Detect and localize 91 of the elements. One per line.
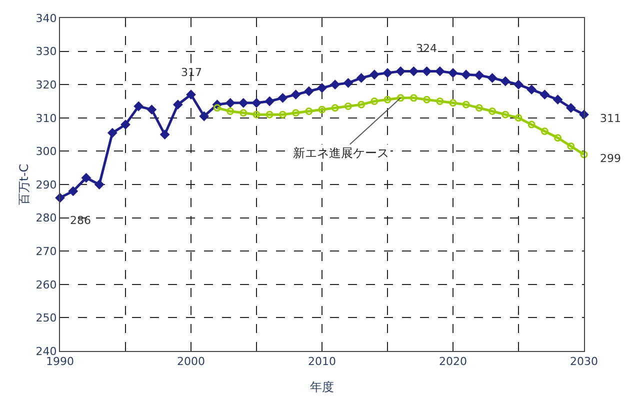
y-tick-label: 330 (36, 45, 57, 58)
x-tick-label: 2030 (570, 355, 598, 368)
point (344, 102, 352, 110)
point (370, 70, 380, 80)
point (94, 180, 104, 190)
y-tick-label: 340 (36, 12, 57, 25)
y-tick-label: 240 (36, 344, 57, 358)
point (514, 114, 522, 122)
point (382, 68, 392, 78)
point (238, 98, 248, 108)
point (358, 100, 366, 108)
x-tick-label: 2000 (177, 355, 205, 368)
point (567, 142, 575, 150)
point (252, 110, 260, 118)
y-tick-label: 320 (36, 78, 57, 92)
point (422, 66, 432, 76)
point (186, 90, 196, 100)
y-tick-label: 270 (36, 244, 57, 258)
data-label: 311 (600, 112, 621, 125)
point (278, 110, 286, 118)
point (292, 109, 300, 117)
point (317, 83, 327, 93)
point (356, 73, 366, 83)
point (147, 104, 156, 114)
y-tick-label: 250 (36, 312, 57, 325)
point (436, 98, 444, 105)
point (173, 100, 183, 110)
point (461, 70, 471, 80)
point (134, 102, 144, 111)
point (226, 98, 235, 108)
x-axis-title: 年度 (310, 380, 334, 394)
point (500, 76, 510, 86)
point (540, 90, 550, 100)
point (330, 80, 340, 90)
point (331, 104, 339, 112)
point (264, 96, 274, 106)
data-label: 299 (600, 152, 621, 165)
y-tick-label: 260 (36, 278, 57, 292)
point (514, 80, 524, 90)
point (370, 98, 378, 105)
text: 新エネ進展ケース (293, 146, 389, 160)
data-label: 324 (416, 42, 437, 55)
point (278, 93, 288, 103)
point (462, 100, 470, 108)
y-tick-label: 290 (36, 178, 57, 192)
y-axis-title: 百万t-C (17, 164, 32, 206)
point (409, 66, 418, 76)
point (410, 94, 418, 102)
point (540, 127, 548, 135)
point (449, 99, 457, 107)
point (528, 120, 536, 128)
point (266, 110, 274, 118)
point (344, 78, 353, 88)
point (199, 112, 209, 121)
point (580, 150, 588, 158)
point (488, 73, 497, 83)
point (396, 94, 404, 102)
point (304, 86, 314, 96)
point (566, 103, 576, 113)
point (554, 134, 562, 142)
point (240, 109, 248, 117)
point (108, 128, 118, 138)
point (82, 173, 91, 182)
point (305, 107, 313, 115)
point (68, 186, 78, 196)
point (318, 106, 326, 114)
point (488, 107, 496, 115)
point (252, 98, 262, 108)
point (448, 68, 458, 78)
point (474, 70, 484, 80)
data-label: 317 (181, 66, 202, 79)
data-label: 286 (70, 214, 91, 227)
point (396, 66, 406, 76)
y-tick-label: 280 (36, 212, 57, 225)
point (213, 104, 221, 112)
y-tick-label: 310 (36, 112, 57, 125)
y-tick-label: 300 (36, 145, 57, 158)
point (384, 96, 392, 104)
point (423, 96, 431, 104)
point (502, 110, 510, 118)
point (120, 120, 130, 130)
point (526, 84, 536, 94)
point (475, 104, 483, 112)
x-tick-label: 1990 (46, 355, 74, 368)
point (160, 130, 170, 140)
point (553, 94, 562, 104)
point (435, 66, 445, 76)
x-tick-label: 2010 (308, 355, 336, 368)
x-tick-label: 2020 (439, 355, 467, 368)
point (226, 107, 234, 115)
point (291, 90, 300, 100)
